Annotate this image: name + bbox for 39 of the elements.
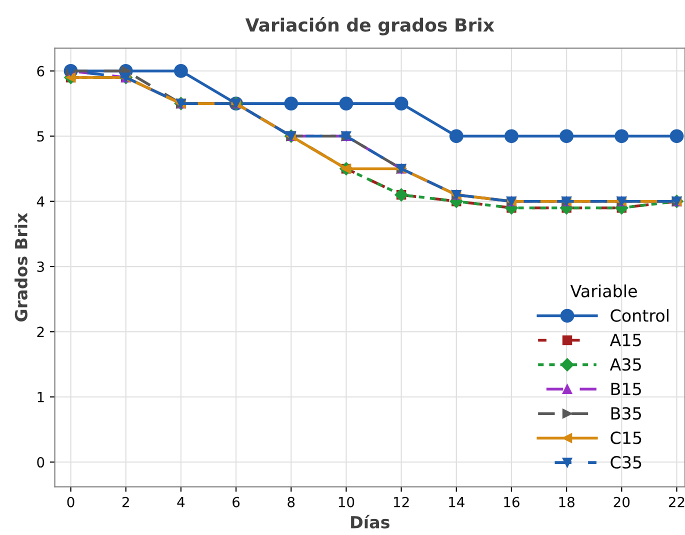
y-axis-title: Grados Brix: [14, 212, 28, 322]
point: [449, 129, 464, 144]
legend-label: C15: [610, 432, 642, 444]
x-tick-label: 18: [559, 496, 574, 508]
point: [339, 96, 354, 111]
x-tick-label: 2: [122, 496, 129, 508]
x-tick-label: 0: [67, 496, 74, 508]
point: [284, 96, 298, 111]
legend-label: C35: [610, 456, 642, 469]
x-tick-label: 12: [394, 496, 409, 508]
legend-label: B35: [611, 407, 641, 420]
y-tick-label: 3: [37, 261, 44, 272]
point: [614, 129, 629, 144]
legend-title: Variable: [570, 284, 637, 298]
legend-label: B15: [611, 382, 641, 396]
point: [394, 96, 408, 111]
x-tick-label: 16: [504, 496, 520, 508]
y-tick-label: 0: [37, 457, 44, 468]
x-tick-label: 6: [232, 496, 240, 508]
x-tick-label: 10: [338, 496, 354, 508]
x-tick-label: 22: [668, 496, 684, 508]
legend-label: Control: [610, 308, 668, 322]
point: [670, 129, 684, 144]
point: [560, 129, 574, 144]
x-tick-label: 14: [449, 497, 464, 508]
x-tick-label: 4: [177, 497, 185, 508]
chart-title: Variación de grados Brix: [245, 17, 494, 36]
point: [504, 129, 518, 144]
legend-label: A35: [610, 358, 641, 371]
x-axis-title: Días: [351, 514, 390, 528]
y-tick-label: 1: [38, 392, 44, 402]
y-tick-label: 2: [37, 326, 44, 337]
y-tick-label: 6: [37, 66, 44, 76]
y-tick-label: 4: [36, 196, 44, 207]
point: [174, 64, 188, 78]
x-tick-label: 8: [288, 496, 295, 508]
legend-label: A15: [610, 334, 641, 346]
y-tick-label: 5: [37, 131, 44, 142]
x-tick-label: 20: [614, 496, 630, 508]
